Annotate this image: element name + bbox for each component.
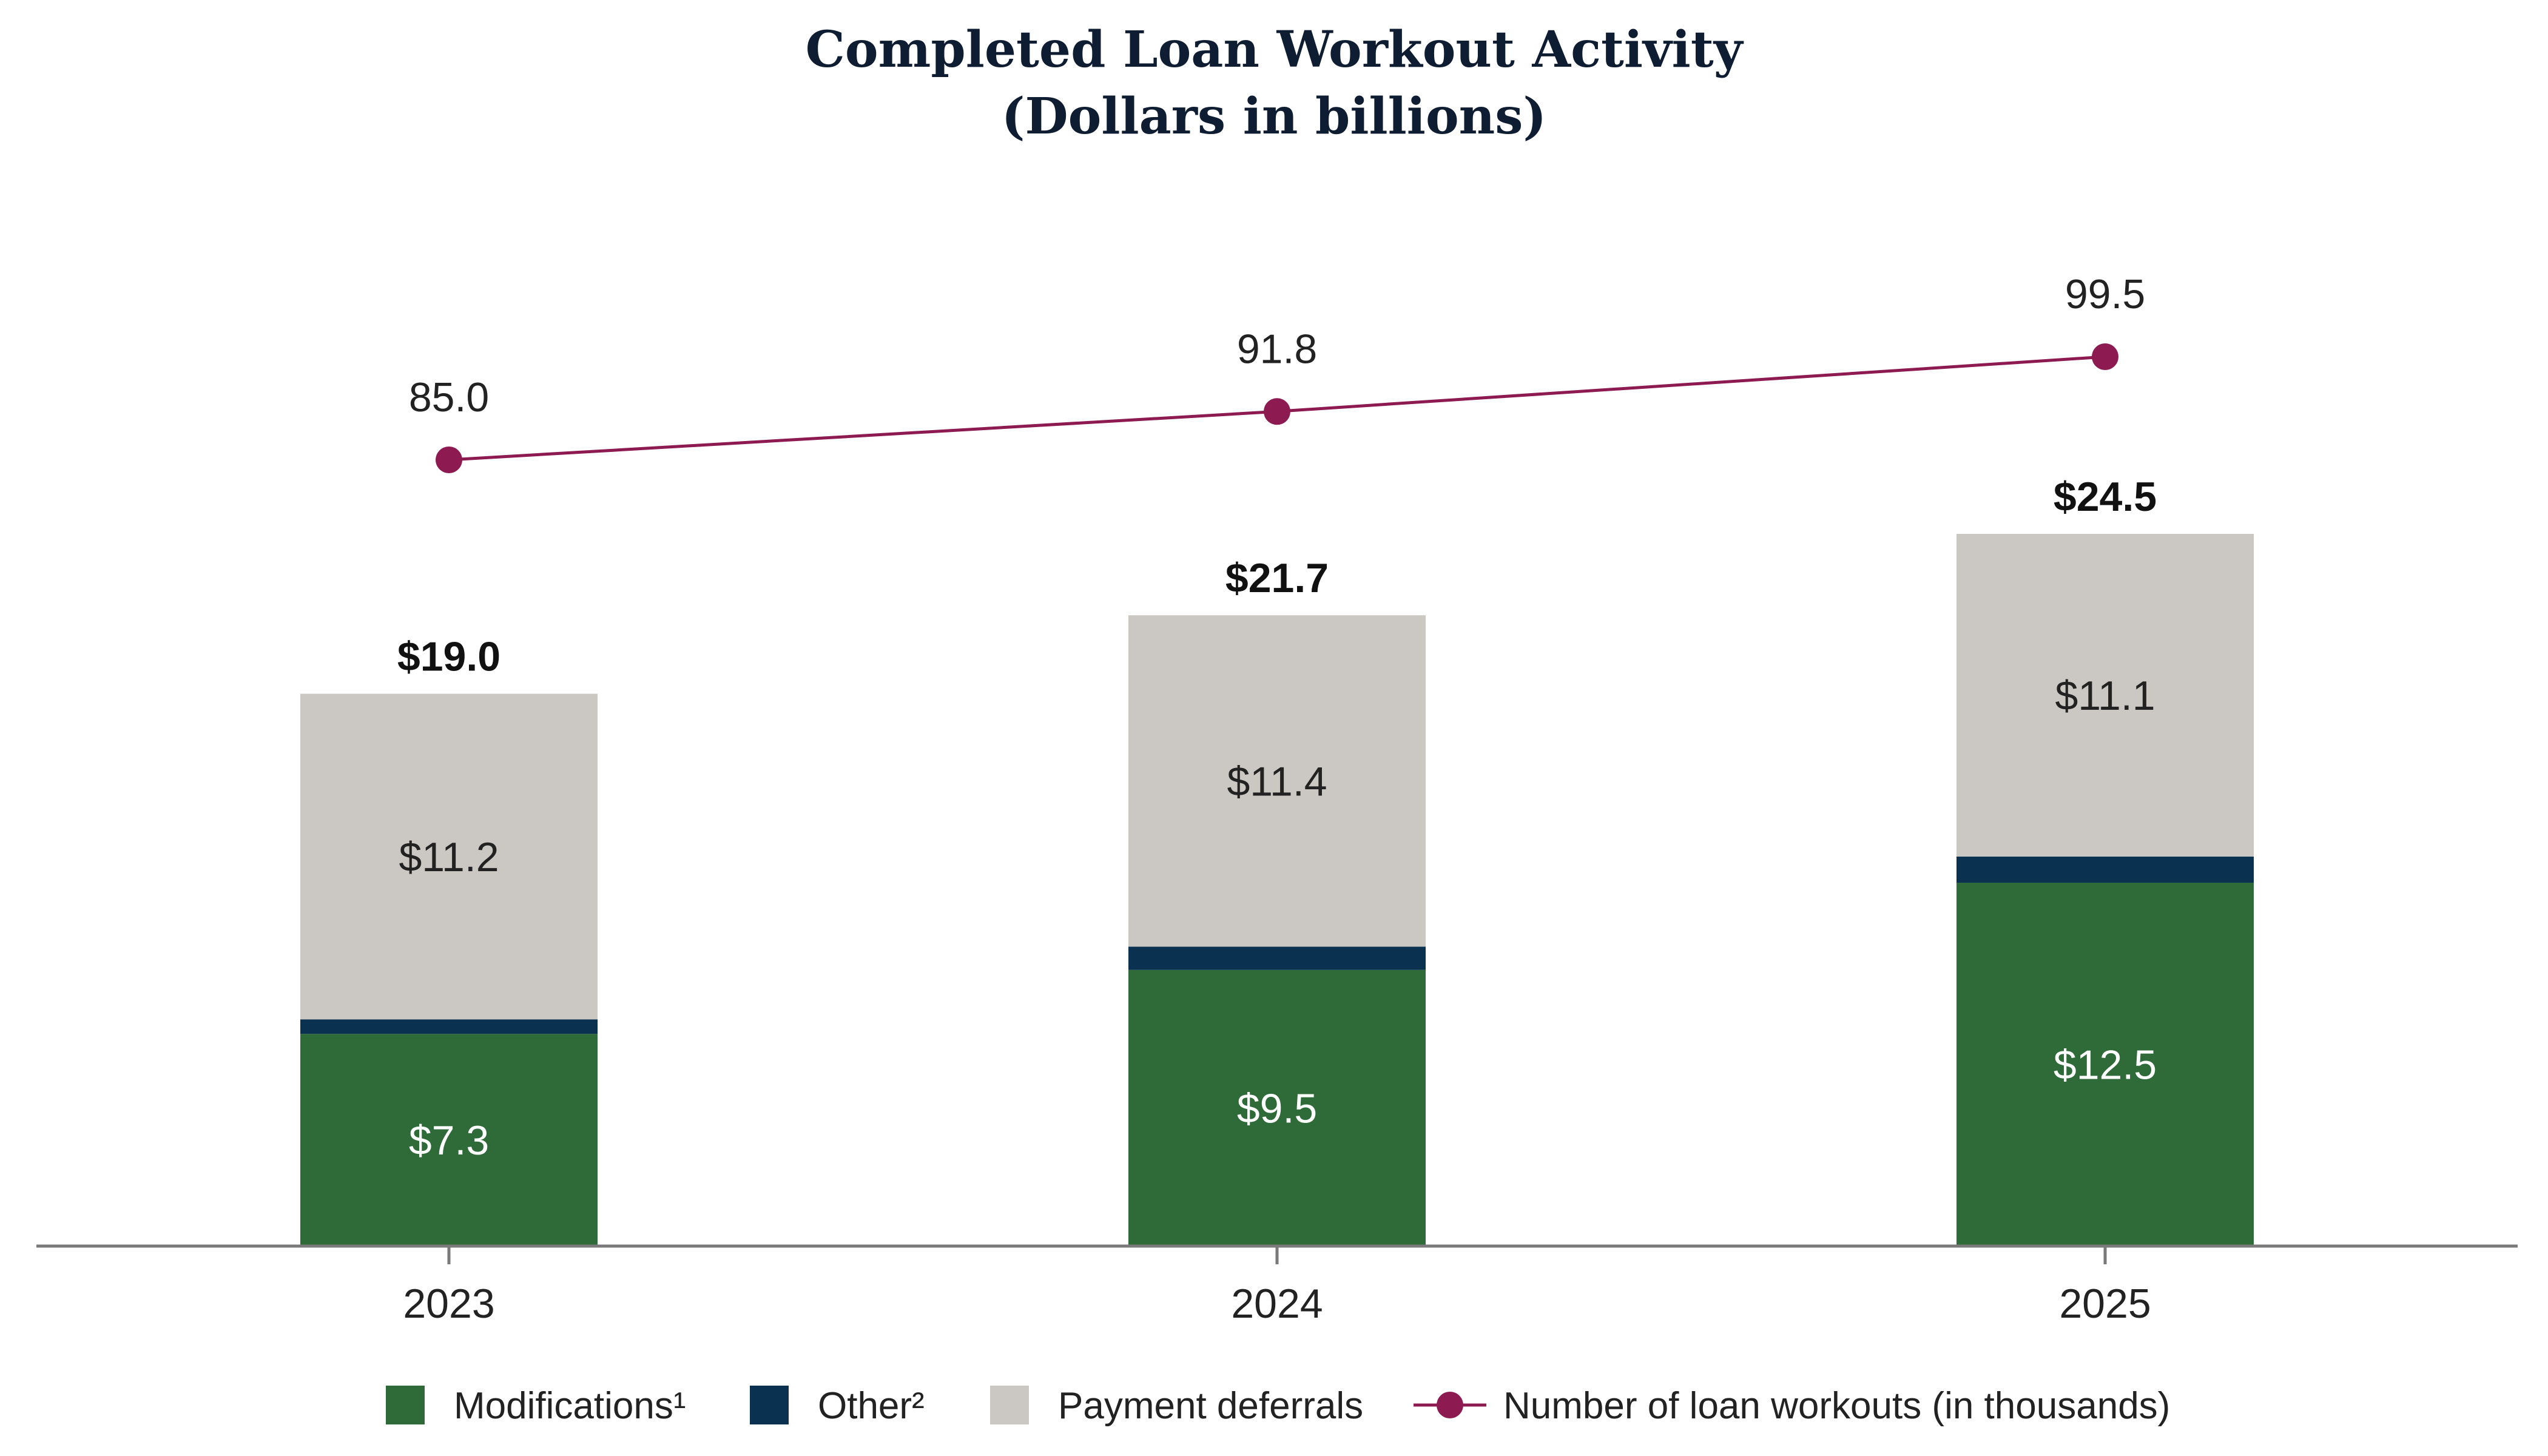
legend: Modifications¹ Other² Payment deferrals Num… <box>386 1385 2170 1427</box>
legend-label-other: Other² <box>818 1385 925 1427</box>
chart-subtitle: (Dollars in billions) <box>1002 87 1546 146</box>
line-point-2023 <box>436 447 462 473</box>
bar-other-2025 <box>1956 856 2254 883</box>
legend-label-payment-deferrals: Payment deferrals <box>1058 1385 1363 1427</box>
bar-payment-deferrals-2024 <box>1128 615 1426 947</box>
bar-other-2023 <box>300 1019 598 1034</box>
bar-modifications-2024 <box>1128 969 1426 1246</box>
bar-value-label-2025-2: $11.1 <box>2055 673 2155 719</box>
total-label-2023: $19.0 <box>397 634 500 680</box>
line-value-label-2025: 99.5 <box>2065 271 2145 317</box>
bar-modifications-2025 <box>1956 883 2254 1246</box>
plot-area: $7.3 $11.2 $19.0 2023 $9.5 $11.4 $21.7 2024 $12.… <box>300 271 2254 1327</box>
legend-swatch-modifications <box>386 1386 425 1424</box>
bar-value-label-2025-0: $12.5 <box>2054 1042 2157 1088</box>
bar-payment-deferrals-2023 <box>300 693 598 1020</box>
legend-swatch-payment-deferrals <box>990 1386 1029 1424</box>
bar-value-label-2024-2: $11.4 <box>1227 758 1327 804</box>
line-point-2024 <box>1264 398 1290 425</box>
bar-value-label-2023-2: $11.2 <box>399 834 499 880</box>
bar-modifications-2023 <box>300 1034 598 1246</box>
total-label-2025: $24.5 <box>2054 474 2157 520</box>
x-tick-label-2023: 2023 <box>403 1281 494 1327</box>
legend-swatch-other <box>750 1386 789 1424</box>
chart-title: Completed Loan Workout Activity <box>806 21 1744 79</box>
legend-label-loan-workouts: Number of loan workouts (in thousands) <box>1503 1385 2170 1427</box>
legend-line-dot <box>1437 1392 1463 1418</box>
line-value-label-2023: 85.0 <box>409 374 489 420</box>
x-tick-label-2025: 2025 <box>2059 1281 2151 1327</box>
bar-other-2024 <box>1128 946 1426 970</box>
x-tick-label-2024: 2024 <box>1231 1281 1323 1327</box>
bar-value-label-2024-0: $9.5 <box>1237 1085 1317 1131</box>
bar-payment-deferrals-2025 <box>1956 534 2254 857</box>
legend-label-modifications: Modifications¹ <box>454 1385 686 1427</box>
total-label-2024: $21.7 <box>1225 555 1329 601</box>
bar-value-label-2023-0: $7.3 <box>409 1117 489 1164</box>
line-point-2025 <box>2092 343 2118 370</box>
line-value-label-2024: 91.8 <box>1237 326 1317 372</box>
